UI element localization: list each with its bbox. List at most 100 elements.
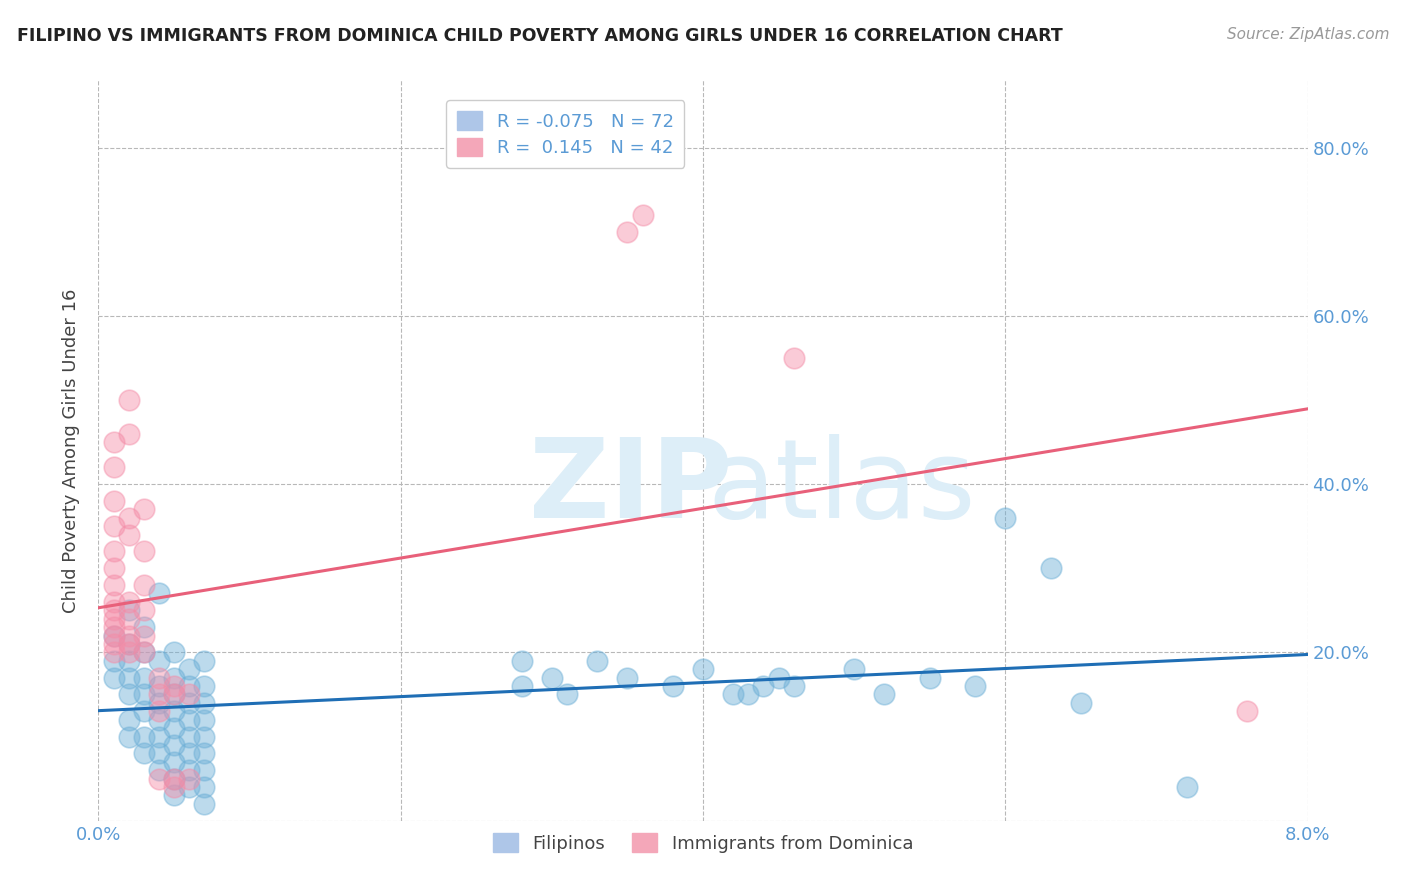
Point [692,662,714,676]
Point [179,688,201,702]
Point [148,704,170,718]
Point [132,747,155,761]
Point [118,603,141,617]
Point [118,671,141,685]
Point [193,654,215,668]
Point [163,789,186,803]
Point [132,688,155,702]
Point [193,696,215,710]
Point [163,688,186,702]
Point [103,519,125,533]
Point [163,645,186,659]
Point [1236,704,1258,718]
Point [132,671,155,685]
Text: atlas: atlas [707,434,976,541]
Point [1039,561,1062,575]
Point [132,603,155,617]
Point [132,645,155,659]
Point [148,671,170,685]
Point [540,671,562,685]
Point [965,679,987,693]
Point [873,688,896,702]
Point [103,671,125,685]
Point [103,435,125,450]
Point [193,763,215,777]
Point [555,688,578,702]
Point [179,713,201,727]
Point [179,772,201,786]
Point [768,671,790,685]
Point [118,628,141,642]
Point [163,671,186,685]
Point [103,637,125,651]
Point [132,704,155,718]
Point [586,654,609,668]
Point [103,654,125,668]
Point [163,688,186,702]
Point [148,679,170,693]
Point [103,645,125,659]
Point [148,713,170,727]
Point [783,679,806,693]
Point [103,620,125,634]
Point [163,780,186,794]
Point [163,772,186,786]
Point [103,460,125,475]
Point [148,730,170,744]
Point [118,392,141,407]
Point [193,780,215,794]
Point [148,747,170,761]
Legend: Filipinos, Immigrants from Dominica: Filipinos, Immigrants from Dominica [485,826,921,860]
Point [752,679,775,693]
Point [179,763,201,777]
Point [179,696,201,710]
Point [616,671,638,685]
Point [1175,780,1198,794]
Point [118,688,141,702]
Point [918,671,941,685]
Point [148,586,170,600]
Point [118,637,141,651]
Point [103,603,125,617]
Point [132,578,155,592]
Point [118,637,141,651]
Point [118,595,141,609]
Point [118,730,141,744]
Point [193,747,215,761]
Point [118,426,141,441]
Point [193,730,215,744]
Point [844,662,866,676]
Point [163,772,186,786]
Point [103,612,125,626]
Text: ZIP: ZIP [529,434,733,541]
Point [132,645,155,659]
Point [193,713,215,727]
Point [163,704,186,718]
Point [103,595,125,609]
Point [994,510,1017,524]
Point [163,755,186,769]
Point [179,730,201,744]
Point [510,679,533,693]
Point [132,628,155,642]
Point [103,544,125,558]
Point [148,772,170,786]
Point [103,494,125,508]
Point [118,612,141,626]
Point [132,502,155,516]
Point [163,721,186,735]
Point [179,679,201,693]
Point [132,730,155,744]
Point [148,696,170,710]
Point [148,688,170,702]
Point [193,797,215,811]
Point [163,738,186,752]
Point [132,544,155,558]
Point [103,628,125,642]
Y-axis label: Child Poverty Among Girls Under 16: Child Poverty Among Girls Under 16 [62,288,80,613]
Point [723,688,745,702]
Point [783,351,806,365]
Point [132,620,155,634]
Point [118,713,141,727]
Point [103,578,125,592]
